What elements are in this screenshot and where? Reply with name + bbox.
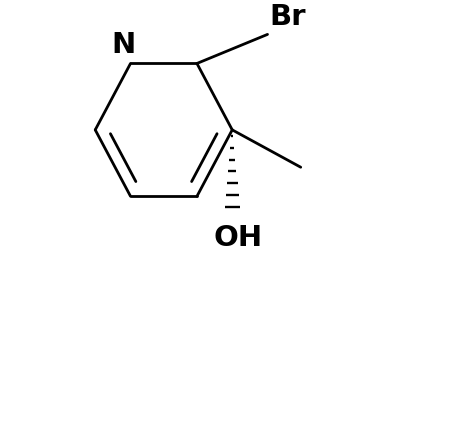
Text: OH: OH — [213, 224, 262, 252]
Text: N: N — [110, 31, 135, 59]
Text: Br: Br — [269, 3, 305, 31]
